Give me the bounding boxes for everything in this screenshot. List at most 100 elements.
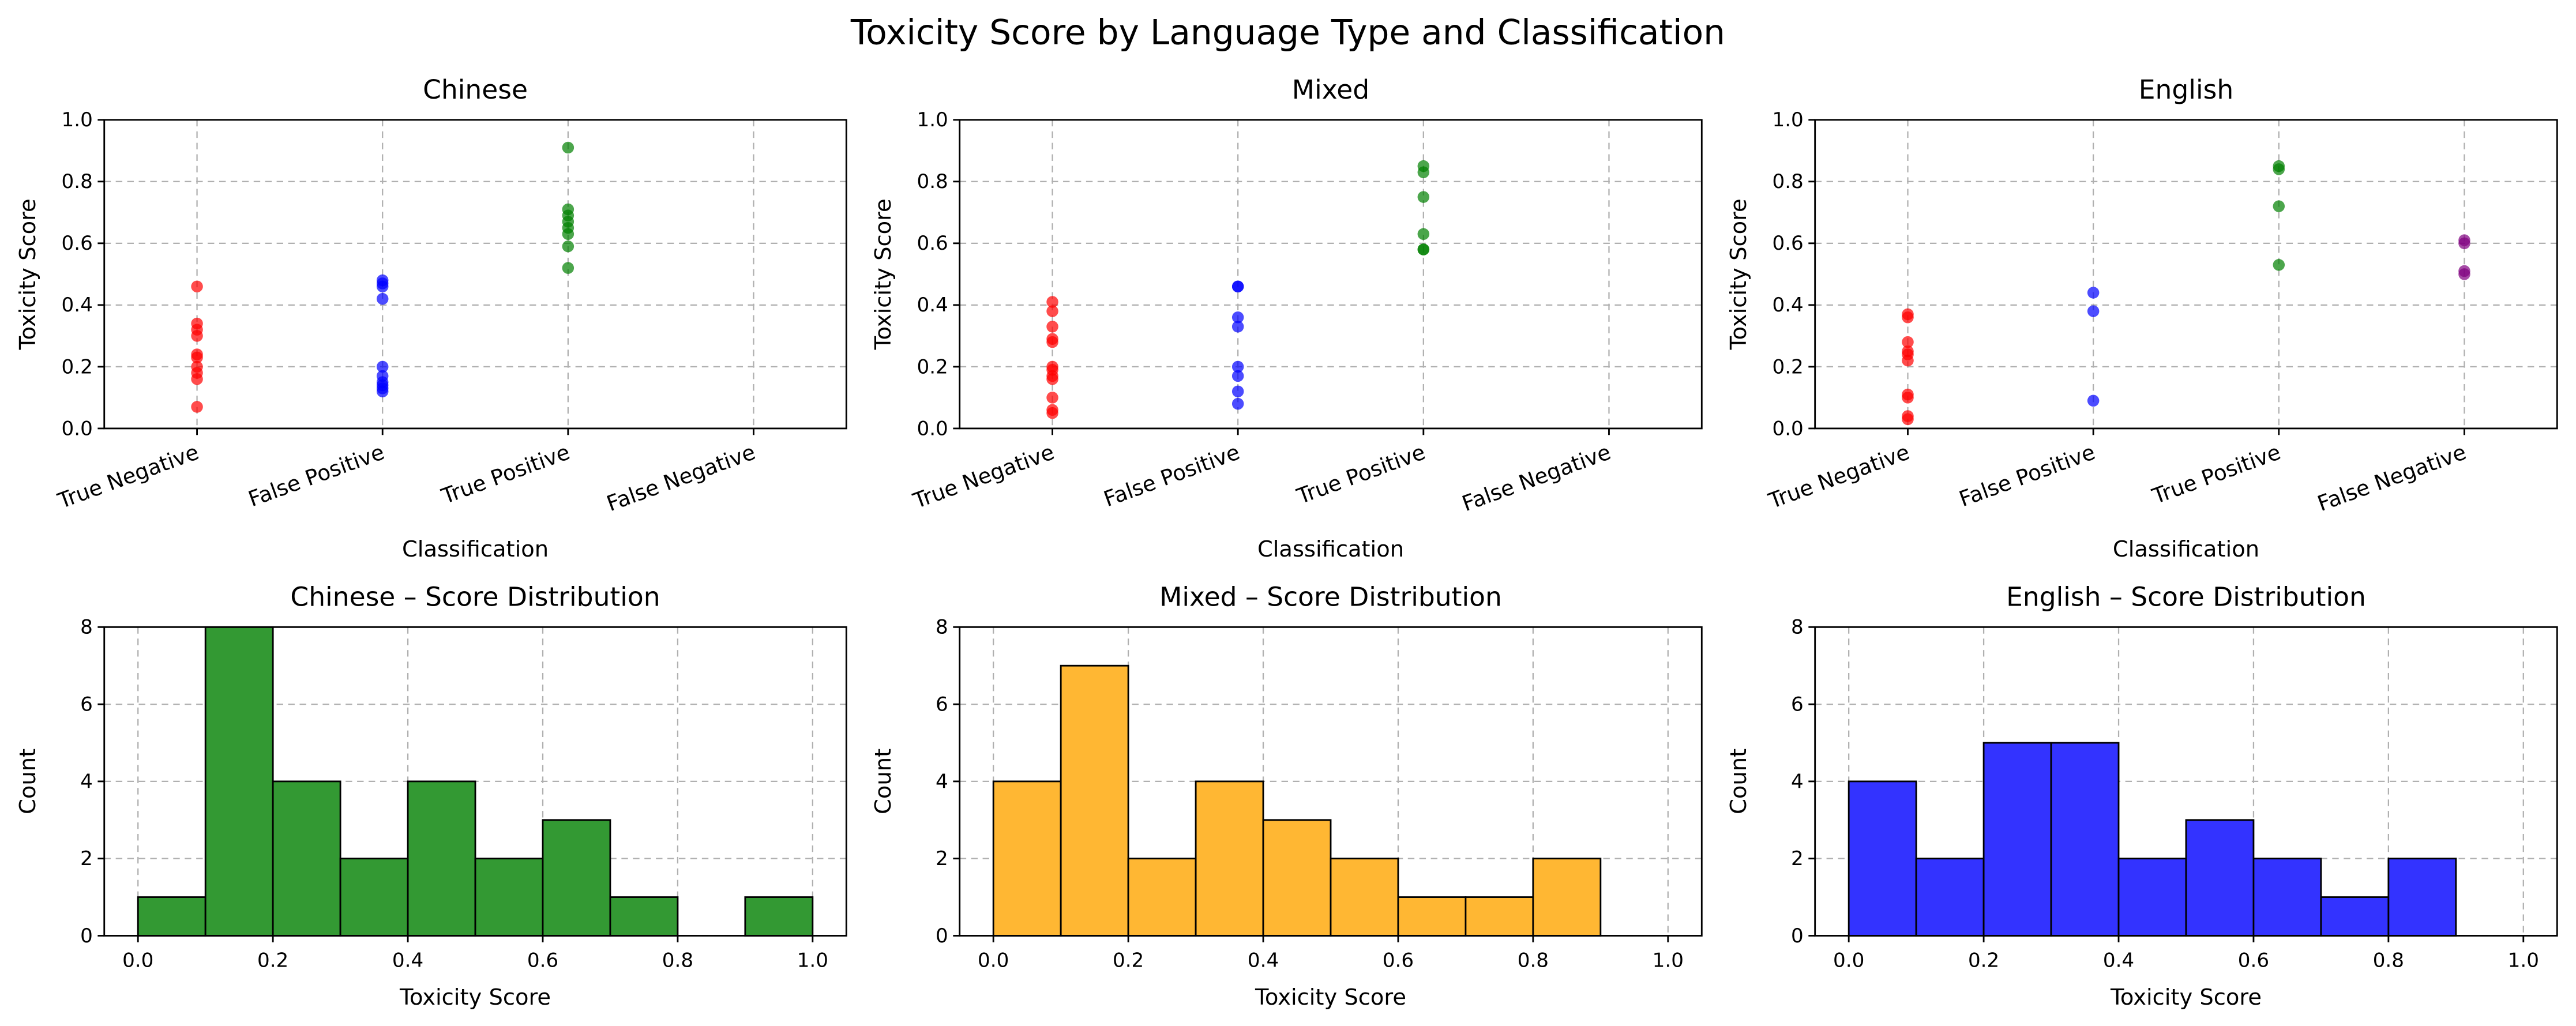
y-tick-label: 0 (1791, 924, 1804, 948)
point (1046, 407, 1058, 419)
point (1902, 413, 1914, 426)
axes-frame (1814, 119, 2558, 430)
histogram-bar (1195, 780, 1264, 937)
point (1231, 397, 1244, 410)
y-tick-label: 8 (936, 616, 948, 639)
x-tick-label: 0.6 (1383, 949, 1414, 972)
point (1046, 296, 1058, 308)
x-tick-label: 0.4 (1248, 949, 1279, 972)
x-tick-label: 1.0 (797, 949, 828, 972)
axes-title: Mixed (1292, 74, 1369, 105)
histogram-bar (474, 858, 544, 937)
point (562, 141, 574, 154)
point (2273, 259, 2285, 271)
y-tick-label: 0.0 (917, 417, 948, 440)
y-tick-label: 8 (1791, 616, 1804, 639)
point (2273, 163, 2285, 175)
y-tick-label: 0 (80, 924, 93, 948)
point (1902, 354, 1914, 367)
point (2087, 305, 2100, 317)
histogram-bar (1982, 742, 2052, 937)
y-tick-label: 0.8 (917, 170, 948, 193)
point (1046, 321, 1058, 333)
axes-frame (959, 626, 1703, 937)
y-tick-label: 2 (80, 847, 93, 870)
y-axis-label: Count (1726, 749, 1752, 814)
x-tick-label: 0.2 (257, 949, 288, 972)
histogram-bar (1262, 819, 1332, 937)
point (1417, 243, 1430, 255)
x-axis-label: Toxicity Score (1255, 984, 1406, 1010)
histogram-bar (609, 896, 679, 937)
y-tick-label: 0.2 (1772, 355, 1803, 378)
y-axis-label: Toxicity Score (15, 198, 41, 350)
histogram-bar (407, 780, 476, 937)
histogram-bar (1465, 896, 1534, 937)
point (1046, 392, 1058, 404)
point (1231, 311, 1244, 324)
axes-title: English – Score Distribution (2006, 581, 2366, 612)
point (1046, 305, 1058, 317)
y-tick-label: 6 (936, 693, 948, 716)
x-axis-label: Classification (402, 536, 549, 562)
y-tick-label: 0.8 (62, 170, 93, 193)
histogram-bar (204, 626, 274, 937)
axes-title: Chinese – Score Distribution (290, 581, 660, 612)
y-axis-label: Toxicity Score (870, 198, 896, 350)
histogram-bar (1847, 780, 1917, 937)
y-tick-label: 0 (936, 924, 948, 948)
axes-title: Chinese (423, 74, 528, 105)
point (2087, 394, 2100, 407)
x-axis-label: Toxicity Score (399, 984, 551, 1010)
x-tick-label: 0.8 (662, 949, 693, 972)
x-axis-label: Classification (2113, 536, 2259, 562)
y-tick-label: 0.2 (917, 355, 948, 378)
histogram-bar (2252, 858, 2322, 937)
y-tick-label: 0.0 (62, 417, 93, 440)
histogram-bar (2387, 858, 2457, 937)
y-tick-label: 2 (1791, 847, 1804, 870)
histogram-bar (744, 896, 814, 937)
axes-frame (103, 119, 847, 430)
point (2458, 268, 2470, 280)
x-tick-label: 0.6 (527, 949, 558, 972)
y-tick-label: 8 (80, 616, 93, 639)
point (191, 330, 203, 342)
y-axis-label: Count (870, 749, 896, 814)
x-tick-label: 0.6 (2238, 949, 2269, 972)
histogram-bar (2050, 742, 2120, 937)
point (1417, 191, 1430, 203)
point (191, 401, 203, 413)
point (376, 280, 389, 293)
x-tick-label: 0.2 (1968, 949, 1999, 972)
y-tick-label: 0.2 (62, 355, 93, 378)
histogram-bar (1127, 858, 1197, 937)
x-tick-label: 0.4 (2103, 949, 2134, 972)
axes-frame (1814, 626, 2558, 937)
point (191, 351, 203, 364)
point (1231, 370, 1244, 382)
point (191, 280, 203, 293)
y-axis-label: Count (15, 749, 41, 814)
histogram-bar (1532, 858, 1602, 937)
histogram-bar (2185, 819, 2255, 937)
y-tick-label: 0.4 (917, 294, 948, 317)
point (1046, 336, 1058, 348)
x-tick-label: 0.2 (1113, 949, 1144, 972)
axes-frame (959, 119, 1703, 430)
histogram-bar (137, 896, 206, 937)
point (1902, 311, 1914, 324)
y-tick-label: 0.6 (62, 232, 93, 255)
point (562, 240, 574, 253)
point (2458, 237, 2470, 250)
x-tick-label: 0.0 (1833, 949, 1864, 972)
y-tick-label: 0.6 (1772, 232, 1803, 255)
y-tick-label: 0.4 (1772, 294, 1803, 317)
histogram-bar (272, 780, 341, 937)
figure-title: Toxicity Score by Language Type and Clas… (850, 13, 1725, 52)
y-tick-label: 0.0 (1772, 417, 1803, 440)
y-tick-label: 6 (80, 693, 93, 716)
histogram-bar (2117, 858, 2187, 937)
histogram-bar (542, 819, 611, 937)
y-tick-label: 1.0 (1772, 108, 1803, 131)
